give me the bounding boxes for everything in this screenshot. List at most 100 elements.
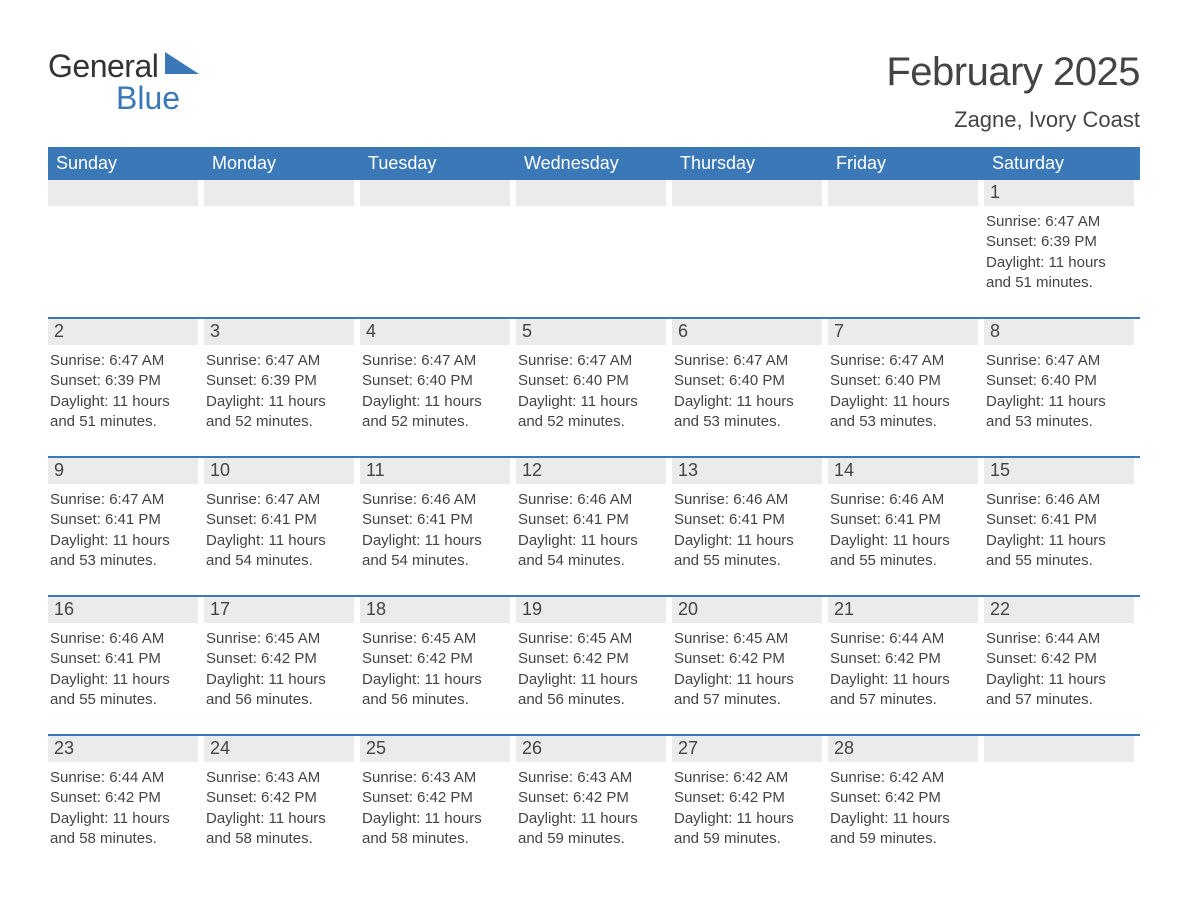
day-number [828, 180, 978, 206]
sunset-text: Sunset: 6:40 PM [830, 371, 978, 391]
daylight-text: Daylight: 11 hours and 53 minutes. [830, 392, 978, 433]
day-number: 23 [48, 736, 198, 762]
calendar-cell: 20 Sunrise: 6:45 AMSunset: 6:42 PMDayligh… [672, 597, 828, 734]
day-number: 14 [828, 458, 978, 484]
day-detail: Sunrise: 6:45 AMSunset: 6:42 PMDaylight:… [360, 629, 510, 710]
day-header-thursday: Thursday [672, 147, 828, 180]
logo-triangle-icon [165, 52, 199, 79]
sunrise-text: Sunrise: 6:45 AM [674, 629, 822, 649]
day-number: 21 [828, 597, 978, 623]
daylight-text: Daylight: 11 hours and 55 minutes. [50, 670, 198, 711]
sunset-text: Sunset: 6:41 PM [206, 510, 354, 530]
day-number: 17 [204, 597, 354, 623]
day-number: 19 [516, 597, 666, 623]
sunset-text: Sunset: 6:40 PM [674, 371, 822, 391]
sunrise-text: Sunrise: 6:46 AM [362, 490, 510, 510]
calendar-cell [516, 180, 672, 317]
sunset-text: Sunset: 6:40 PM [986, 371, 1134, 391]
day-number: 10 [204, 458, 354, 484]
sunrise-text: Sunrise: 6:43 AM [206, 768, 354, 788]
sunset-text: Sunset: 6:42 PM [50, 788, 198, 808]
daylight-text: Daylight: 11 hours and 56 minutes. [206, 670, 354, 711]
sunrise-text: Sunrise: 6:44 AM [986, 629, 1134, 649]
sunrise-text: Sunrise: 6:47 AM [986, 212, 1134, 232]
day-number: 22 [984, 597, 1134, 623]
calendar-cell [672, 180, 828, 317]
day-header-friday: Friday [828, 147, 984, 180]
day-detail: Sunrise: 6:44 AMSunset: 6:42 PMDaylight:… [48, 768, 198, 849]
day-number: 24 [204, 736, 354, 762]
day-number: 20 [672, 597, 822, 623]
daylight-text: Daylight: 11 hours and 51 minutes. [986, 253, 1134, 294]
sunrise-text: Sunrise: 6:43 AM [362, 768, 510, 788]
calendar-week: 16Sunrise: 6:46 AMSunset: 6:41 PMDayligh… [48, 595, 1140, 734]
sunrise-text: Sunrise: 6:47 AM [206, 351, 354, 371]
calendar-cell: 21 Sunrise: 6:44 AMSunset: 6:42 PMDayligh… [828, 597, 984, 734]
calendar-week: 23 Sunrise: 6:44 AMSunset: 6:42 PMDayligh… [48, 734, 1140, 873]
day-number [984, 736, 1134, 762]
day-header-tuesday: Tuesday [360, 147, 516, 180]
sunrise-text: Sunrise: 6:46 AM [518, 490, 666, 510]
sunset-text: Sunset: 6:41 PM [50, 649, 198, 669]
day-detail: Sunrise: 6:46 AMSunset: 6:41 PMDaylight:… [672, 490, 822, 571]
sunset-text: Sunset: 6:42 PM [518, 649, 666, 669]
day-detail: Sunrise: 6:44 AMSunset: 6:42 PMDaylight:… [828, 629, 978, 710]
calendar-cell: 15Sunrise: 6:46 AMSunset: 6:41 PMDayligh… [984, 458, 1140, 595]
sunset-text: Sunset: 6:42 PM [674, 649, 822, 669]
daylight-text: Daylight: 11 hours and 54 minutes. [362, 531, 510, 572]
day-detail: Sunrise: 6:47 AMSunset: 6:41 PMDaylight:… [204, 490, 354, 571]
sunrise-text: Sunrise: 6:47 AM [518, 351, 666, 371]
daylight-text: Daylight: 11 hours and 57 minutes. [674, 670, 822, 711]
daylight-text: Daylight: 11 hours and 53 minutes. [674, 392, 822, 433]
day-detail: Sunrise: 6:46 AMSunset: 6:41 PMDaylight:… [984, 490, 1134, 571]
day-detail: Sunrise: 6:43 AMSunset: 6:42 PMDaylight:… [204, 768, 354, 849]
day-detail: Sunrise: 6:45 AMSunset: 6:42 PMDaylight:… [672, 629, 822, 710]
daylight-text: Daylight: 11 hours and 57 minutes. [986, 670, 1134, 711]
daylight-text: Daylight: 11 hours and 55 minutes. [830, 531, 978, 572]
day-detail: Sunrise: 6:43 AMSunset: 6:42 PMDaylight:… [516, 768, 666, 849]
daylight-text: Daylight: 11 hours and 54 minutes. [518, 531, 666, 572]
calendar-cell: 6Sunrise: 6:47 AMSunset: 6:40 PMDaylight… [672, 319, 828, 456]
day-number [48, 180, 198, 206]
sunset-text: Sunset: 6:41 PM [50, 510, 198, 530]
day-number: 26 [516, 736, 666, 762]
sunrise-text: Sunrise: 6:45 AM [362, 629, 510, 649]
calendar-cell: 18Sunrise: 6:45 AMSunset: 6:42 PMDayligh… [360, 597, 516, 734]
day-detail: Sunrise: 6:42 AMSunset: 6:42 PMDaylight:… [672, 768, 822, 849]
sunrise-text: Sunrise: 6:42 AM [830, 768, 978, 788]
day-detail: Sunrise: 6:47 AMSunset: 6:41 PMDaylight:… [48, 490, 198, 571]
calendar-week: 9Sunrise: 6:47 AMSunset: 6:41 PMDaylight… [48, 456, 1140, 595]
day-number [672, 180, 822, 206]
calendar-cell: 27Sunrise: 6:42 AMSunset: 6:42 PMDayligh… [672, 736, 828, 873]
calendar-cell: 17Sunrise: 6:45 AMSunset: 6:42 PMDayligh… [204, 597, 360, 734]
day-number: 2 [48, 319, 198, 345]
sunrise-text: Sunrise: 6:42 AM [674, 768, 822, 788]
day-detail: Sunrise: 6:46 AMSunset: 6:41 PMDaylight:… [516, 490, 666, 571]
daylight-text: Daylight: 11 hours and 56 minutes. [518, 670, 666, 711]
sunset-text: Sunset: 6:42 PM [362, 649, 510, 669]
sunset-text: Sunset: 6:39 PM [50, 371, 198, 391]
day-number [516, 180, 666, 206]
day-number: 6 [672, 319, 822, 345]
calendar-cell: 25Sunrise: 6:43 AMSunset: 6:42 PMDayligh… [360, 736, 516, 873]
calendar-cell [828, 180, 984, 317]
sunset-text: Sunset: 6:41 PM [362, 510, 510, 530]
location-label: Zagne, Ivory Coast [886, 107, 1140, 133]
sunset-text: Sunset: 6:39 PM [206, 371, 354, 391]
sunset-text: Sunset: 6:40 PM [518, 371, 666, 391]
day-detail: Sunrise: 6:47 AMSunset: 6:40 PMDaylight:… [984, 351, 1134, 432]
calendar-cell: 9Sunrise: 6:47 AMSunset: 6:41 PMDaylight… [48, 458, 204, 595]
sunset-text: Sunset: 6:42 PM [830, 649, 978, 669]
calendar-cell: 26 Sunrise: 6:43 AMSunset: 6:42 PMDayligh… [516, 736, 672, 873]
calendar-cell: 22 Sunrise: 6:44 AMSunset: 6:42 PMDayligh… [984, 597, 1140, 734]
day-header-sunday: Sunday [48, 147, 204, 180]
sunset-text: Sunset: 6:42 PM [986, 649, 1134, 669]
day-detail: Sunrise: 6:44 AMSunset: 6:42 PMDaylight:… [984, 629, 1134, 710]
day-number: 7 [828, 319, 978, 345]
day-header-row: Sunday Monday Tuesday Wednesday Thursday… [48, 147, 1140, 180]
daylight-text: Daylight: 11 hours and 59 minutes. [830, 809, 978, 850]
sunrise-text: Sunrise: 6:47 AM [50, 490, 198, 510]
daylight-text: Daylight: 11 hours and 51 minutes. [50, 392, 198, 433]
calendar-cell: 16Sunrise: 6:46 AMSunset: 6:41 PMDayligh… [48, 597, 204, 734]
daylight-text: Daylight: 11 hours and 53 minutes. [986, 392, 1134, 433]
